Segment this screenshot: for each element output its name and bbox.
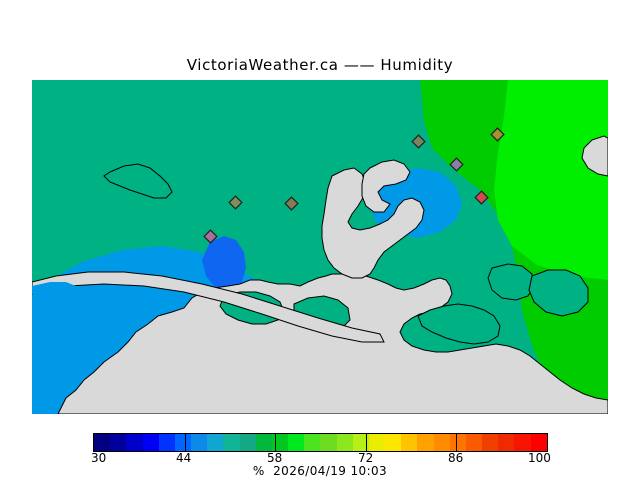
water-patch-blue-small bbox=[32, 282, 76, 294]
colorbar-segment bbox=[514, 434, 531, 451]
colorbar-segment bbox=[433, 434, 450, 451]
colorbar-label-72: 72 bbox=[358, 451, 374, 465]
station-marker-1[interactable] bbox=[228, 195, 243, 210]
colorbar-segment bbox=[352, 434, 369, 451]
station-marker-3[interactable] bbox=[203, 229, 218, 244]
colorbar-segment bbox=[417, 434, 434, 451]
colorbar-segment bbox=[94, 434, 111, 451]
colorbar-segment bbox=[304, 434, 321, 451]
colorbar-label-30: 30 bbox=[91, 451, 107, 465]
station-marker-2[interactable] bbox=[284, 196, 299, 211]
station-marker-4[interactable] bbox=[411, 134, 426, 149]
colorbar-label-44: 44 bbox=[176, 451, 192, 465]
colorbar-segment bbox=[239, 434, 256, 451]
water-inlet-e bbox=[528, 269, 589, 317]
colorbar-label-58: 58 bbox=[267, 451, 283, 465]
colorbar-segment bbox=[255, 434, 272, 451]
humidity-band-green-bright bbox=[494, 80, 608, 280]
colorbar-segment bbox=[530, 434, 547, 451]
station-marker-7[interactable] bbox=[474, 190, 489, 205]
colorbar-segment bbox=[191, 434, 208, 451]
humidity-core-blue-west bbox=[202, 236, 246, 290]
colorbar-label-86: 86 bbox=[448, 451, 464, 465]
land-spit-west bbox=[361, 159, 411, 213]
colorbar-segment bbox=[288, 434, 305, 451]
station-marker-6[interactable] bbox=[490, 127, 505, 142]
water-inlet-a bbox=[417, 303, 501, 345]
page-title: VictoriaWeather.ca —— Humidity bbox=[186, 56, 454, 74]
colorbar-segment bbox=[223, 434, 240, 451]
humidity-map[interactable] bbox=[32, 80, 608, 414]
colorbar-segment bbox=[158, 434, 175, 451]
colorbar-segment bbox=[207, 434, 224, 451]
land-peninsula-central bbox=[321, 167, 425, 279]
colorbar-tick-86 bbox=[456, 434, 457, 451]
colorbar-segment bbox=[449, 434, 466, 451]
colorbar-tick-44 bbox=[185, 434, 186, 451]
colorbar-caption: % 2026/04/19 10:03 bbox=[252, 464, 388, 478]
colorbar-segment bbox=[385, 434, 402, 451]
land-mainland-south bbox=[57, 273, 608, 414]
colorbar-segment bbox=[368, 434, 386, 451]
colorbar-segment bbox=[142, 434, 159, 451]
colorbar-tick-labels: 30 44 58 72 86 100 bbox=[0, 451, 640, 465]
land-channel-strip bbox=[32, 271, 385, 343]
colorbar-label-100: 100 bbox=[528, 451, 551, 465]
colorbar-segment bbox=[465, 434, 483, 451]
colorbar-segment bbox=[336, 434, 353, 451]
colorbar-segment bbox=[110, 434, 127, 451]
colorbar-segment bbox=[320, 434, 337, 451]
colorbar-segment bbox=[174, 434, 192, 451]
water-inlet-d bbox=[487, 263, 535, 301]
colorbar[interactable] bbox=[93, 433, 548, 452]
land-east-fragment bbox=[581, 135, 608, 177]
colorbar-segment bbox=[401, 434, 418, 451]
colorbar-segment bbox=[126, 434, 143, 451]
colorbar-segment bbox=[498, 434, 515, 451]
map-canvas[interactable] bbox=[32, 80, 608, 414]
island-west-outline bbox=[103, 163, 173, 199]
station-marker-5[interactable] bbox=[449, 157, 464, 172]
colorbar-tick-72 bbox=[366, 434, 367, 451]
station-markers[interactable] bbox=[203, 127, 505, 244]
colorbar-tick-58 bbox=[275, 434, 276, 451]
colorbar-segment bbox=[482, 434, 499, 451]
colorbar-gradient bbox=[94, 434, 547, 451]
